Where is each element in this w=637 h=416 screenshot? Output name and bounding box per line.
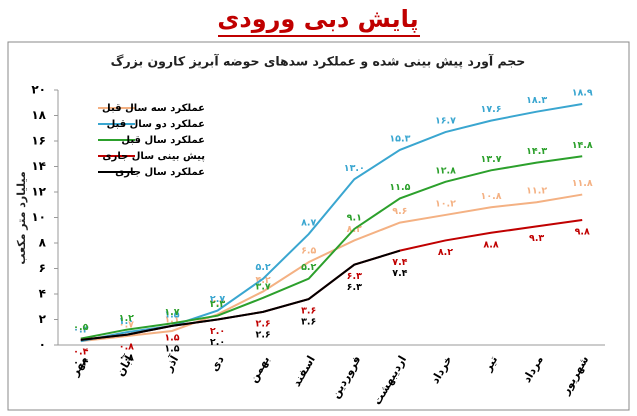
y-tick-label: ۲ <box>39 312 47 326</box>
data-label: ۸.۲ <box>438 247 453 258</box>
data-label: ۷.۴ <box>392 257 407 268</box>
data-label: ۲.۴ <box>210 298 225 309</box>
data-label: ۰.۸ <box>119 341 134 352</box>
data-label: ۳.۶ <box>301 306 316 317</box>
data-label: ۰.۳ <box>73 325 88 336</box>
data-label: ۸.۷ <box>301 218 316 229</box>
legend-label: عملکرد دو سال قبل <box>107 119 205 130</box>
page-title: پایش دبی ورودی <box>217 5 418 33</box>
data-label: ۱۱.۵ <box>389 182 410 193</box>
data-label: ۸.۸ <box>483 239 498 250</box>
y-tick-label: ۱۴ <box>31 159 46 173</box>
series-line <box>80 193 583 343</box>
x-tick-label: فروردین <box>329 354 364 401</box>
data-label: ۷.۴ <box>392 268 407 279</box>
data-label: ۲.۰ <box>210 326 225 337</box>
data-label: ۰.۸ <box>119 352 134 363</box>
legend-label: عملکرد سال قبل <box>121 135 205 146</box>
data-label: ۹.۳ <box>529 233 544 244</box>
data-label: ۱۱.۸ <box>572 178 593 189</box>
data-label: ۱۳.۰ <box>344 163 365 174</box>
x-tick-label: شهریور <box>559 354 592 398</box>
y-tick-label: ۱۰ <box>31 210 46 224</box>
data-label: ۶.۳ <box>347 282 362 293</box>
data-label: ۱۱.۲ <box>526 186 547 197</box>
data-label: ۱.۲ <box>119 313 134 324</box>
data-label: ۱.۱ <box>164 314 179 325</box>
data-label: ۲.۳ <box>210 299 225 310</box>
x-tick-label: آذر <box>161 353 182 375</box>
legend-label: عملکرد سه سال قبل <box>102 103 205 114</box>
data-label: ۳.۷ <box>256 281 271 292</box>
data-label: ۴.۲ <box>256 275 271 286</box>
data-label: ۱.۰ <box>119 316 134 327</box>
legend-label: عملکرد سال جاری <box>115 167 205 178</box>
data-label: ۱۷.۶ <box>481 104 502 115</box>
data-label: ۹.۸ <box>575 227 590 238</box>
data-label: ۹.۶ <box>392 206 407 217</box>
data-label: ۰.۴ <box>73 346 88 357</box>
y-tick-label: ۱۸ <box>31 108 46 122</box>
data-label: ۰.۳ <box>73 325 88 336</box>
data-label: ۱.۵ <box>164 332 179 343</box>
data-label: ۱۳.۷ <box>481 154 502 165</box>
data-label: ۱.۵ <box>164 309 179 320</box>
data-label: ۲.۰ <box>210 337 225 348</box>
data-label: ۳.۶ <box>301 317 316 328</box>
y-tick-label: ۲۰ <box>31 83 46 97</box>
data-label: ۹.۱ <box>347 212 362 223</box>
chart-frame <box>7 41 630 411</box>
y-axis-label: میلیارد متر مکعب <box>15 171 28 264</box>
series-line <box>80 155 583 340</box>
y-tick-label: ۴ <box>39 287 46 301</box>
x-tick-label: اردیبهشت <box>371 354 409 408</box>
data-label: ۲.۶ <box>256 318 271 329</box>
data-label: ۱۴.۳ <box>526 146 547 157</box>
data-label: ۵.۲ <box>256 262 271 273</box>
data-label: ۶.۳ <box>347 271 362 282</box>
legend-label: پیش بینی سال جاری <box>102 151 205 162</box>
data-label: ۱۲.۸ <box>435 165 456 176</box>
data-label: ۱۰.۲ <box>435 198 456 209</box>
data-label: ۱۶.۷ <box>435 116 456 127</box>
y-tick-label: ۱۲ <box>31 185 46 199</box>
x-tick-label: خرداد <box>428 354 454 386</box>
data-label: ۶.۵ <box>301 246 316 257</box>
chart-title: حجم آورد پیش بینی شده و عملکرد سدهای حوض… <box>111 53 526 69</box>
data-label: ۱۸.۹ <box>572 88 593 99</box>
y-tick-label: ۸ <box>39 236 47 250</box>
data-label: ۰.۷ <box>119 320 134 331</box>
y-tick-label: ۶ <box>39 261 46 275</box>
x-tick-label: دی <box>208 353 227 373</box>
x-tick-label: مرداد <box>520 354 546 385</box>
series-line <box>80 249 401 341</box>
y-tick-label: ۱۶ <box>31 134 46 148</box>
data-label: ۰.۵ <box>73 322 88 333</box>
data-label: ۱.۷ <box>164 307 179 318</box>
data-label: ۱.۵ <box>164 343 179 354</box>
x-tick-label: بهمن <box>247 354 273 385</box>
data-label: ۲.۷ <box>210 294 225 305</box>
data-label: ۲.۶ <box>256 329 271 340</box>
data-label: ۱۰.۸ <box>481 191 502 202</box>
data-label: ۱۸.۳ <box>526 95 547 106</box>
series-line <box>80 219 583 341</box>
x-tick-label: تیر <box>481 354 500 375</box>
x-tick-label: اسفند <box>290 354 318 389</box>
data-label: ۱۵.۳ <box>389 133 410 144</box>
data-label: ۱۴.۸ <box>572 140 593 151</box>
data-label: ۵.۲ <box>301 262 316 273</box>
y-tick-label: ۰ <box>39 338 46 352</box>
data-label: ۰.۴ <box>73 357 88 368</box>
